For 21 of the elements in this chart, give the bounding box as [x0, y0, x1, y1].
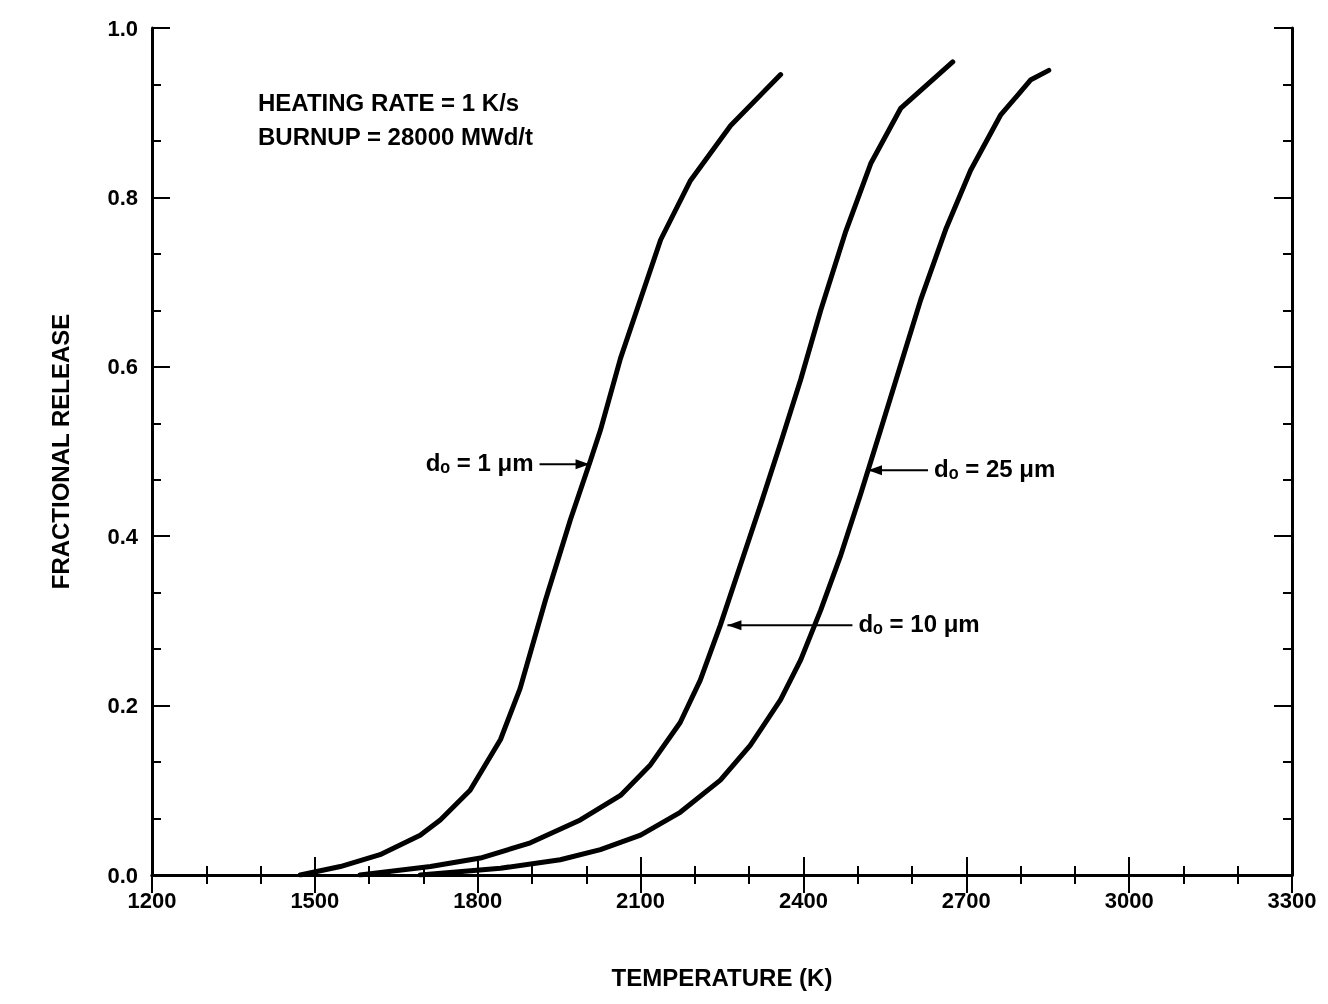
y-tick-label: 0.8 [107, 184, 138, 210]
x-tick-label: 1800 [453, 887, 503, 913]
annotation: BURNUP = 28000 MWd/t [258, 122, 533, 150]
y-tick-label: 0.6 [107, 354, 138, 380]
y-axis-title: FRACTIONAL RELEASE [46, 313, 74, 590]
annotation: HEATING RATE = 1 K/s [258, 88, 520, 116]
y-tick-label: 1.0 [107, 15, 138, 41]
x-tick-label: 1200 [127, 887, 177, 913]
x-tick-label: 2400 [778, 887, 828, 913]
annotation: dₒ = 1 μm [425, 448, 534, 476]
x-tick-label: 2100 [616, 887, 666, 913]
annotation: dₒ = 25 μm [934, 454, 1056, 482]
y-tick-label: 0.0 [107, 862, 138, 888]
x-tick-label: 3000 [1104, 887, 1154, 913]
y-tick-label: 0.4 [107, 523, 139, 549]
y-tick-label: 0.2 [107, 693, 138, 719]
x-tick-label: 3300 [1267, 887, 1317, 913]
x-axis-title: TEMPERATURE (K) [611, 963, 833, 991]
x-tick-label: 1500 [290, 887, 340, 913]
annotation: dₒ = 10 μm [858, 609, 980, 637]
x-tick-label: 2700 [941, 887, 991, 913]
